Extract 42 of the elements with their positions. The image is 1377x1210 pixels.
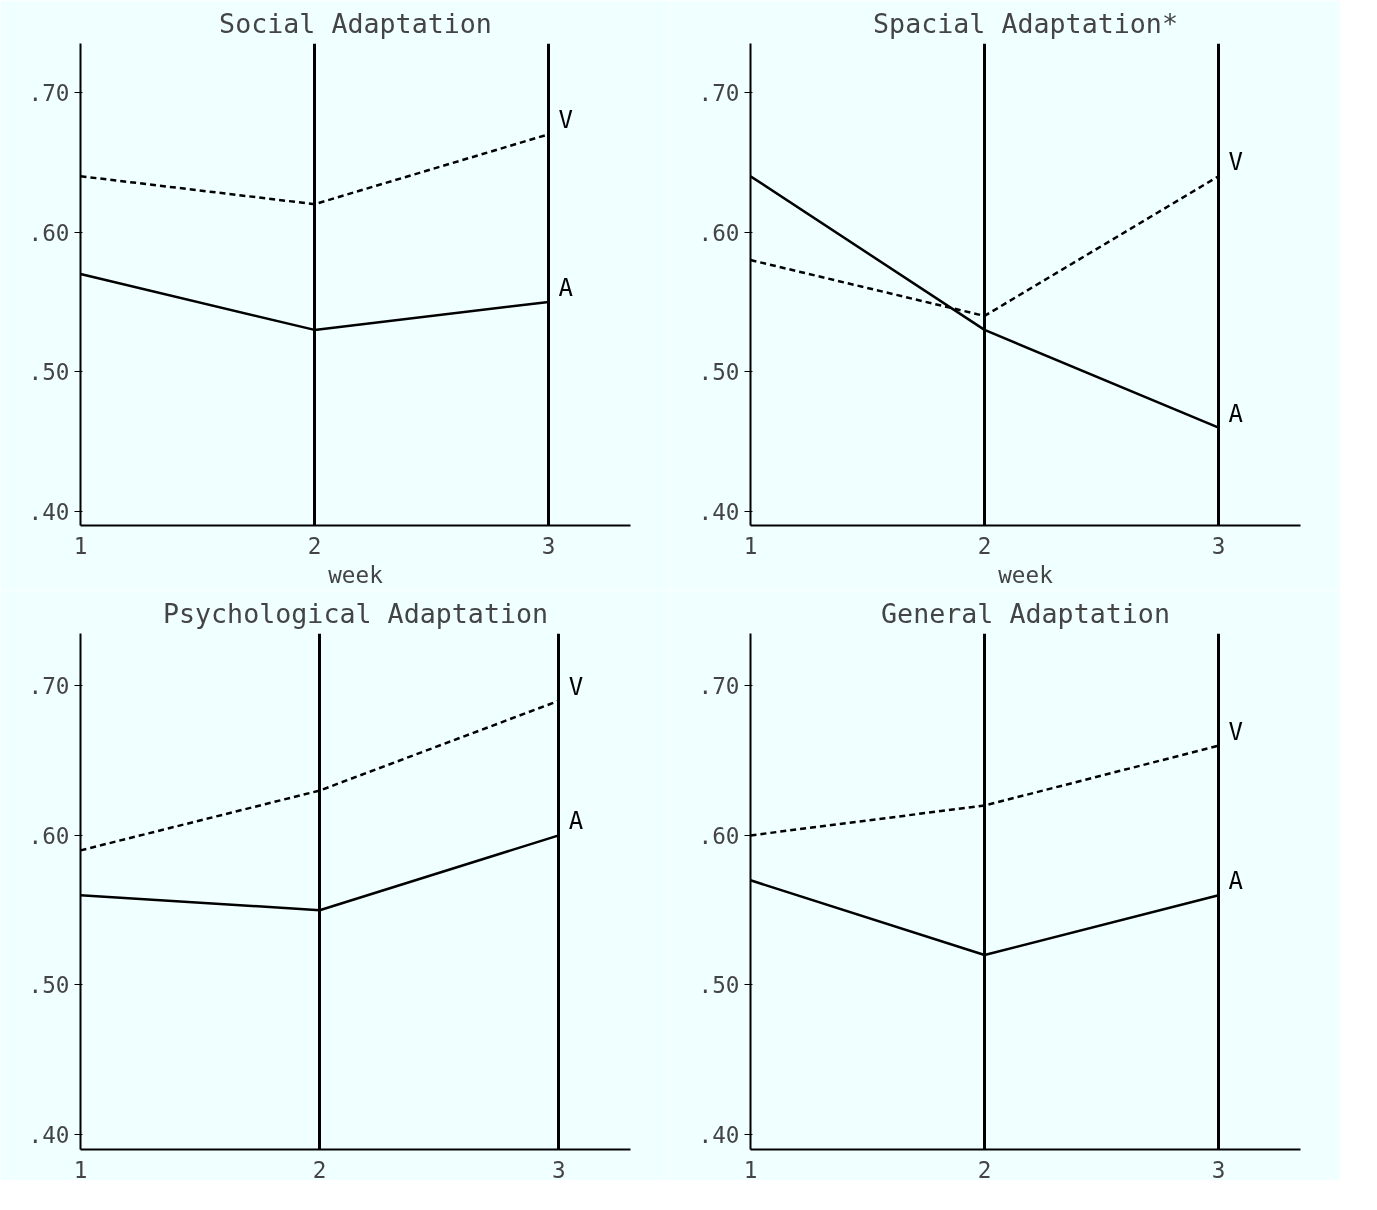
chart-title: Psychological Adaptation bbox=[162, 597, 549, 629]
x-tick-label: 1 bbox=[743, 1156, 758, 1183]
y-tick-label: .40 bbox=[698, 499, 740, 526]
series-label: A bbox=[1228, 399, 1244, 428]
x-axis-title: week bbox=[998, 561, 1054, 588]
series-label: V bbox=[558, 106, 574, 135]
x-tick-label: 3 bbox=[551, 1156, 566, 1183]
chart-title: General Adaptation bbox=[881, 597, 1170, 629]
chart-title: Spacial Adaptation* bbox=[873, 7, 1178, 39]
x-tick-label: 3 bbox=[1211, 1156, 1226, 1183]
series-label: V bbox=[1228, 717, 1244, 746]
y-tick-label: .60 bbox=[28, 219, 70, 246]
y-tick-label: .70 bbox=[698, 79, 740, 106]
y-tick-label: .70 bbox=[698, 673, 740, 700]
y-tick-label: .70 bbox=[28, 79, 70, 106]
x-tick-label: 1 bbox=[73, 1156, 88, 1183]
x-tick-label: 2 bbox=[312, 1156, 327, 1183]
x-tick-label: 3 bbox=[541, 532, 556, 559]
x-tick-label: 3 bbox=[1211, 532, 1226, 559]
series-label: A bbox=[558, 273, 574, 302]
y-tick-label: .40 bbox=[698, 1122, 740, 1149]
x-tick-label: 1 bbox=[743, 532, 758, 559]
x-tick-label: 2 bbox=[307, 532, 322, 559]
y-tick-label: .60 bbox=[28, 822, 70, 849]
y-tick-label: .60 bbox=[698, 822, 740, 849]
series-label: V bbox=[568, 672, 584, 701]
y-tick-label: .40 bbox=[28, 499, 70, 526]
y-tick-label: .50 bbox=[28, 972, 70, 999]
y-tick-label: .60 bbox=[698, 219, 740, 246]
x-axis-title: week bbox=[328, 561, 384, 588]
series-label: A bbox=[568, 807, 584, 836]
y-tick-label: .50 bbox=[28, 359, 70, 386]
x-tick-label: 2 bbox=[977, 1156, 992, 1183]
x-tick-label: 2 bbox=[977, 532, 992, 559]
chart-title: Social Adaptation bbox=[219, 7, 492, 39]
series-label: A bbox=[1228, 867, 1244, 896]
y-tick-label: .70 bbox=[28, 673, 70, 700]
y-tick-label: .50 bbox=[698, 359, 740, 386]
x-tick-label: 1 bbox=[73, 532, 88, 559]
y-tick-label: .50 bbox=[698, 972, 740, 999]
series-label: V bbox=[1228, 148, 1244, 177]
y-tick-label: .40 bbox=[28, 1122, 70, 1149]
